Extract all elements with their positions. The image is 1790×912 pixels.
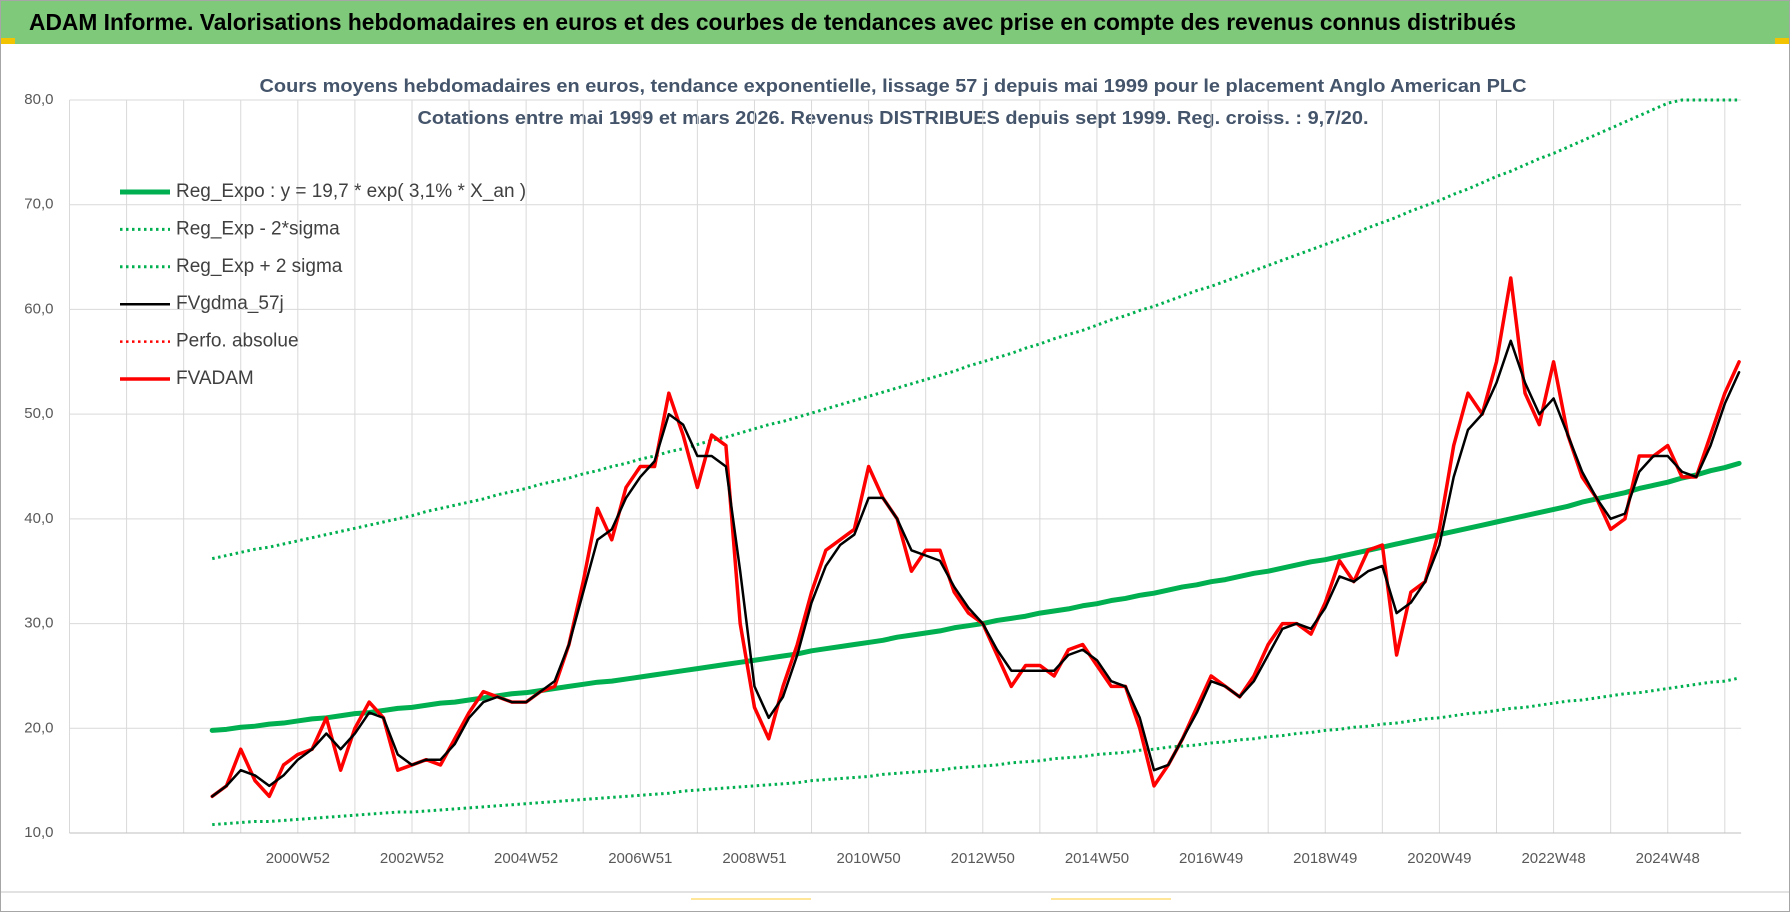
x-tick-label: 2002W52 [380,850,444,867]
x-tick-label: 2008W51 [722,850,786,867]
legend-label: Reg_Exp - 2*sigma [176,218,340,239]
chart-title: Cours moyens hebdomadaires en euros, ten… [260,76,1527,96]
y-tick-label: 40,0 [24,510,53,527]
corner-mark [1775,38,1789,44]
chart-subtitle: Cotations entre mai 1999 et mars 2026. R… [418,108,1369,128]
x-tick-label: 2020W49 [1407,850,1471,867]
series-line [212,676,1740,827]
x-tick-label: 2022W48 [1521,850,1585,867]
x-tick-label: 2018W49 [1293,850,1357,867]
series-line [211,98,1740,561]
series-line [210,339,1741,798]
x-tick-label: 2006W51 [608,850,672,867]
series-line [209,460,1742,733]
y-tick-label: 30,0 [24,615,53,632]
legend-label: FVgdma_57j [176,293,284,314]
x-tick-label: 2000W52 [266,850,330,867]
banner-svg: ADAM Informe. Valorisations hebdomadaire… [1,9,1789,44]
y-tick-label: 20,0 [24,719,53,736]
x-tick-label: 2010W50 [837,850,901,867]
legend-label: FVADAM [176,368,254,389]
y-tick-label: 60,0 [24,300,53,317]
x-tick-label: 2016W49 [1179,850,1243,867]
legend-label: Perfo. absolue [176,331,299,352]
x-tick-label: 2014W50 [1065,850,1129,867]
y-tick-label: 10,0 [24,824,53,841]
chart: Cours moyens hebdomadaires en euros, ten… [1,76,1789,900]
x-tick-label: 2004W52 [494,850,558,867]
legend-label: Reg_Exp + 2 sigma [176,256,343,277]
series-line [210,276,1741,799]
y-tick-label: 80,0 [24,91,53,108]
y-tick-label: 50,0 [24,405,53,422]
x-tick-label: 2012W50 [951,850,1015,867]
corner-mark [1,38,15,44]
banner-title: ADAM Informe. Valorisations hebdomadaire… [29,9,1516,35]
y-tick-label: 70,0 [24,196,53,213]
legend-label: Reg_Expo : y = 19,7 * exp( 3,1% * X_an ) [176,181,526,202]
x-tick-label: 2024W48 [1636,850,1700,867]
banner: ADAM Informe. Valorisations hebdomadaire… [1,1,1789,44]
